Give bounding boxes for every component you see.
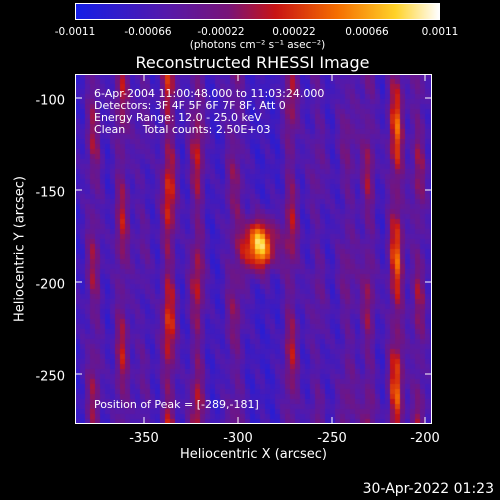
heatmap-image <box>75 74 432 424</box>
y-tick-label: -150 <box>35 185 65 201</box>
colorbar-tick: 0.00022 <box>272 26 316 38</box>
timestamp: 30-Apr-2022 01:23 <box>362 481 494 497</box>
y-tick-label: -200 <box>35 277 65 293</box>
x-tick-label: -250 <box>317 431 347 446</box>
colorbar <box>75 3 440 20</box>
plot-frame <box>75 74 432 424</box>
annotation-peak-position: Position of Peak = [-289,-181] <box>94 398 259 411</box>
chart-title: Reconstructed RHESSI Image <box>135 53 370 72</box>
colorbar-units: (photons cm⁻² s⁻¹ asec⁻²) <box>189 39 326 51</box>
annotation-time-range: 6-Apr-2004 11:00:48.000 to 11:03:24.000 <box>94 87 325 100</box>
colorbar-tick: -0.00066 <box>124 26 172 38</box>
x-tick-label: -350 <box>129 431 159 446</box>
y-tick-label: -100 <box>35 93 65 109</box>
y-axis-label: Heliocentric Y (arcsec) <box>12 176 28 322</box>
annotation-energy-range: Energy Range: 12.0 - 25.0 keV <box>94 111 262 124</box>
colorbar-tick: 0.0011 <box>421 26 459 38</box>
x-tick-label: -300 <box>223 431 253 446</box>
annotation-total-counts: Clean Total counts: 2.50E+03 <box>94 123 271 136</box>
colorbar-tick: 0.00066 <box>345 26 389 38</box>
colorbar-tick: -0.0011 <box>54 26 96 38</box>
y-tick-label: -250 <box>35 369 65 385</box>
colorbar-tick: -0.00022 <box>197 26 245 38</box>
x-axis-label: Heliocentric X (arcsec) <box>180 447 327 462</box>
x-tick-label: -200 <box>410 431 440 446</box>
annotation-detectors: Detectors: 3F 4F 5F 6F 7F 8F, Att 0 <box>94 99 286 112</box>
